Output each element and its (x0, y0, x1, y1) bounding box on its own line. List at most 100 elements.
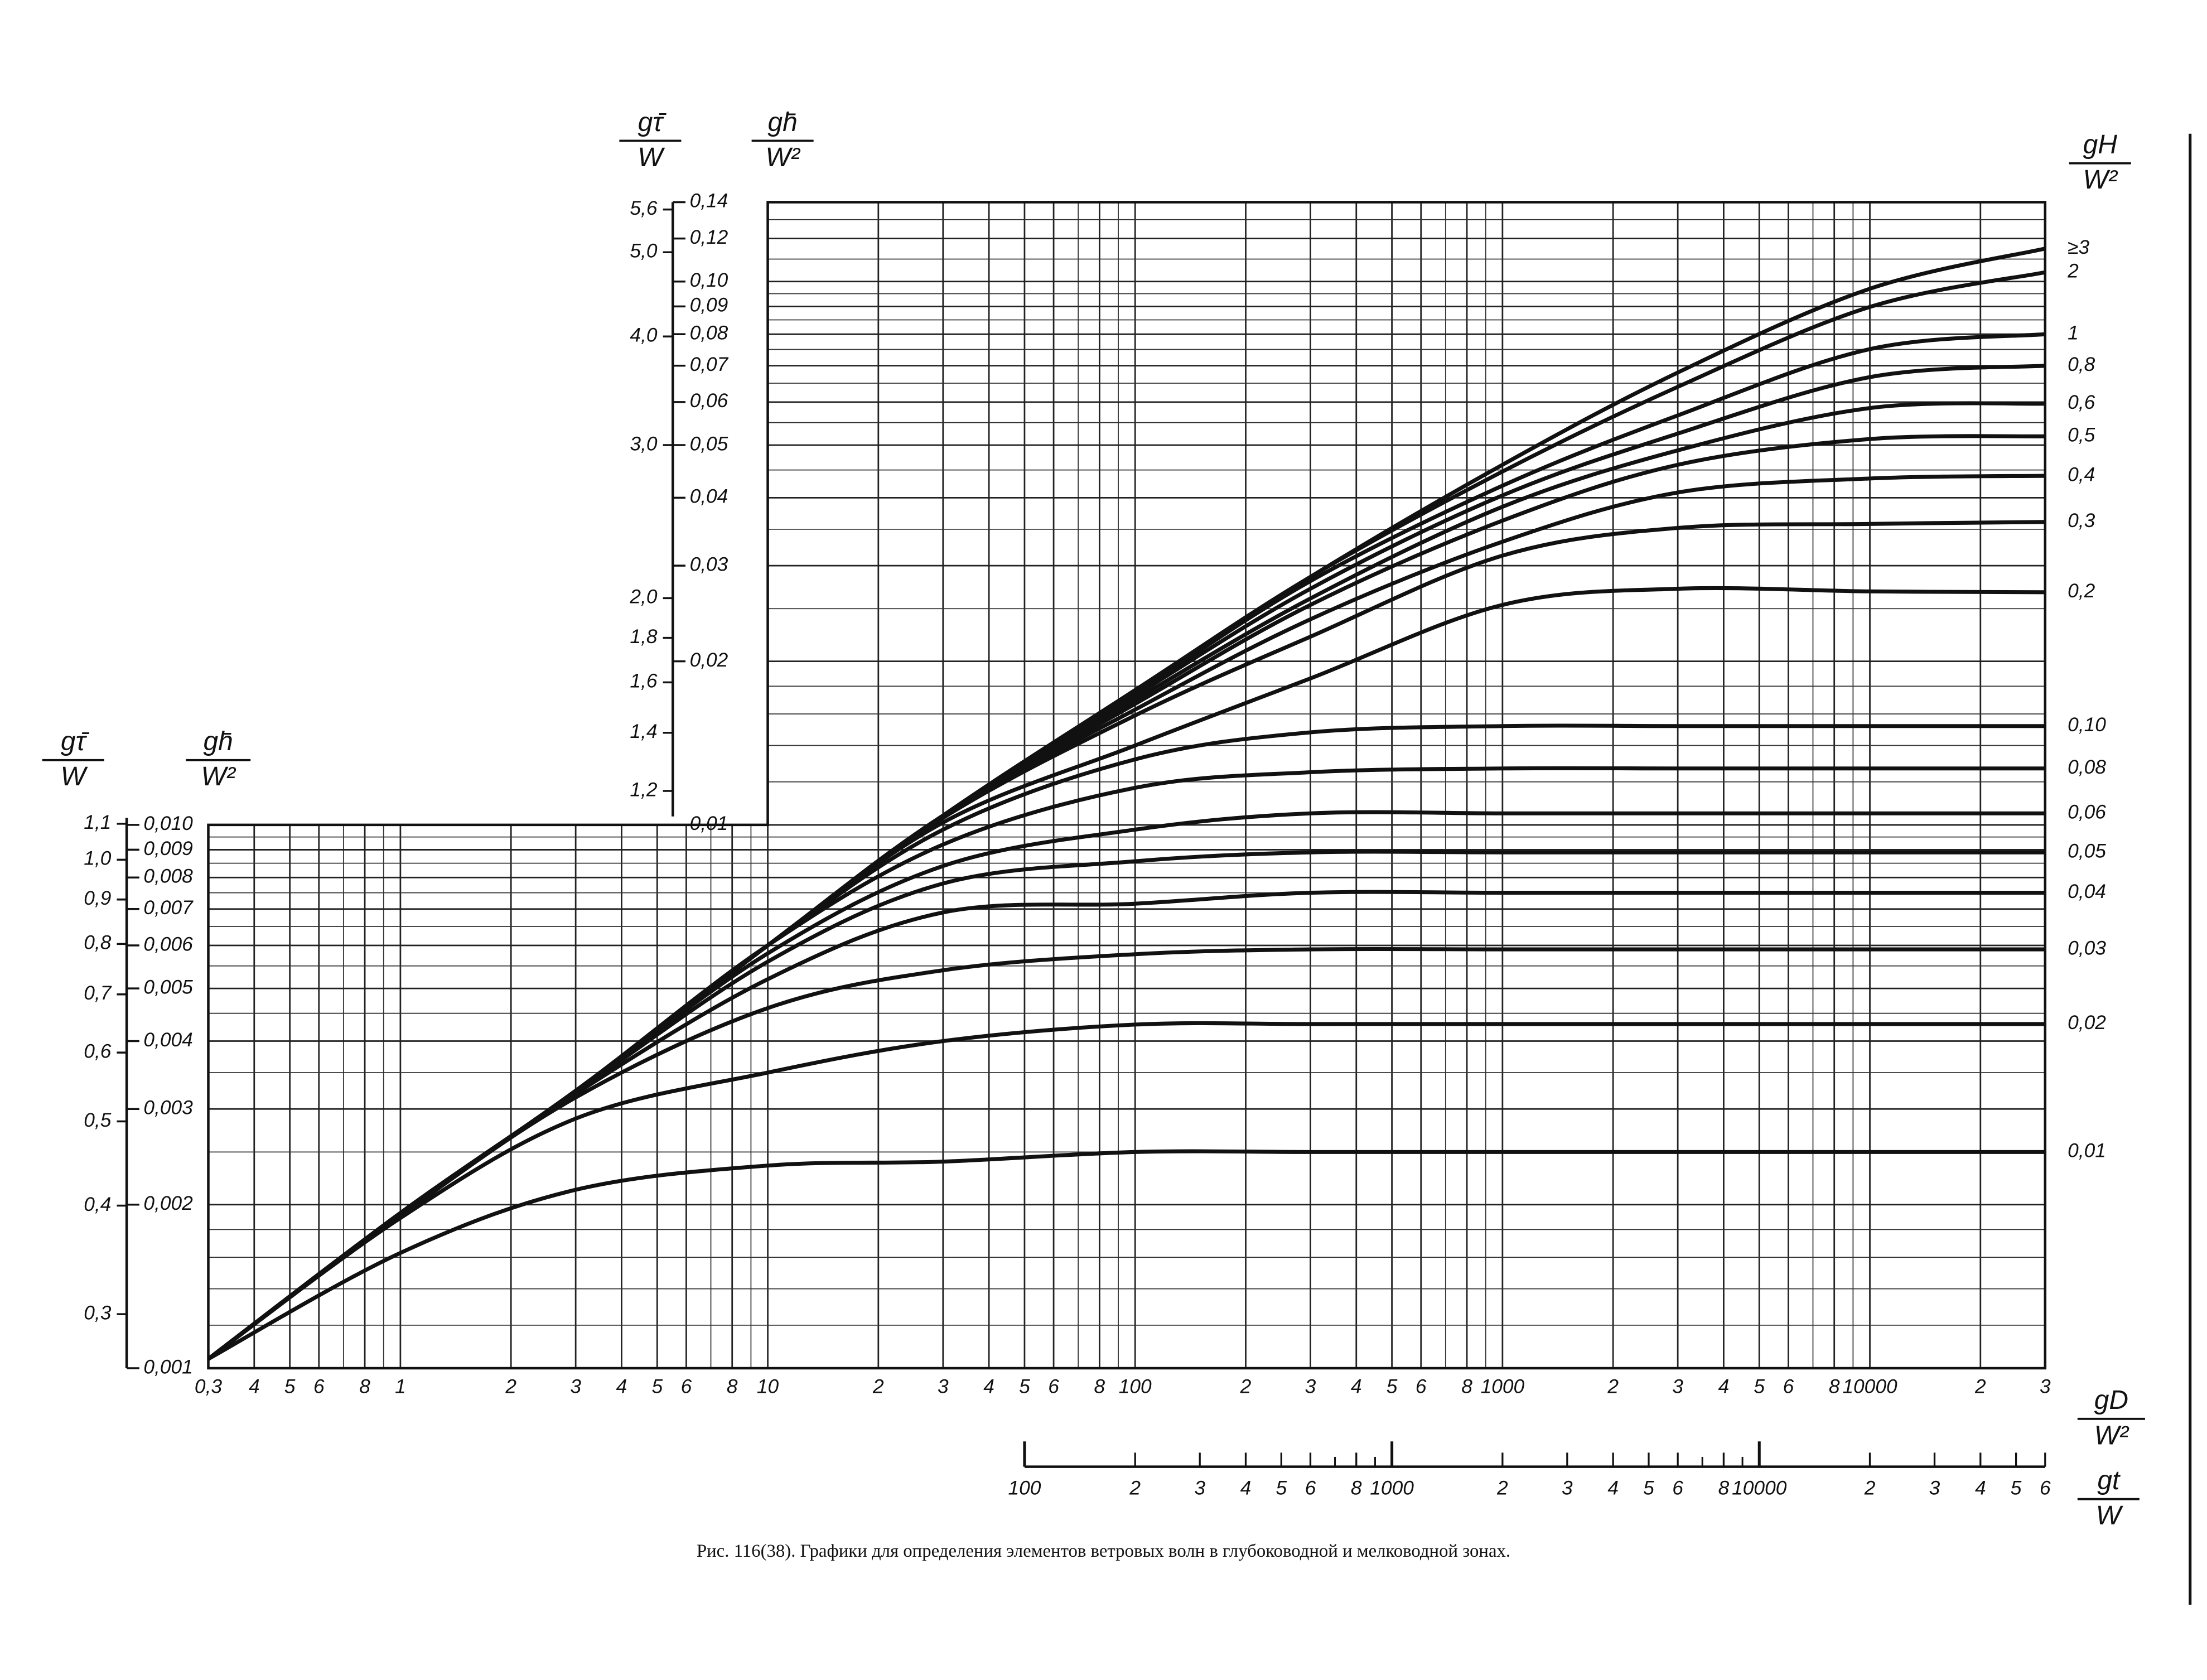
y-tick-label: 0,03 (690, 553, 728, 575)
y2-tick-label: 1,6 (630, 670, 657, 692)
curve (207, 1149, 2045, 1361)
curve-label: 0,2 (2068, 580, 2095, 602)
tau-label-lower: gτ̄ W (42, 727, 104, 791)
y2-tick-label: 1,2 (630, 779, 657, 800)
x-tick-label: 4 (983, 1376, 994, 1398)
x-tick-label: 1000 (1481, 1376, 1525, 1398)
y-tick-label: 0,07 (690, 354, 729, 375)
y-tick-label: 0,006 (143, 933, 193, 955)
x2-tick-label: 4 (1975, 1477, 1986, 1499)
x-tick-label: 2 (1974, 1376, 1986, 1398)
x-tick-label: 4 (616, 1376, 627, 1398)
x-tick-label: 6 (1783, 1376, 1794, 1398)
x-tick-label: 2 (505, 1376, 516, 1398)
curve-label: 0,5 (2068, 424, 2095, 446)
x-tick-label: 5 (1754, 1376, 1765, 1398)
x-tick-label: 2 (872, 1376, 884, 1398)
curve-label: ≥3 (2068, 236, 2089, 258)
y2-tick-label: 1,8 (630, 626, 657, 648)
x2-tick-label: 8 (1351, 1477, 1362, 1499)
y-tick-label: 0,09 (690, 295, 728, 316)
curve-label: 0,10 (2068, 714, 2106, 736)
curve (207, 1021, 2045, 1361)
x2-tick-label: 4 (1607, 1477, 1619, 1499)
curve-label: 0,08 (2068, 756, 2106, 778)
y2-tick-label: 2,0 (629, 586, 657, 608)
x2-tick-label: 1000 (1370, 1477, 1414, 1499)
y-tick-label: 0,06 (690, 390, 728, 412)
tau-label-den: W (61, 762, 89, 791)
x2-tick-label: 10000 (1732, 1477, 1787, 1499)
x-tick-label: 4 (249, 1376, 260, 1398)
y-tick-label: 0,009 (143, 838, 192, 860)
x-tick-label: 1 (395, 1376, 406, 1398)
x2-tick-label: 3 (1929, 1477, 1940, 1499)
y2-tick-label: 1,4 (630, 721, 657, 742)
x-tick-label: 10 (757, 1376, 779, 1398)
curve-label: 0,06 (2068, 802, 2106, 823)
y-tick-label: 0,08 (690, 322, 728, 344)
x2-label-den: W (2096, 1501, 2124, 1531)
x2-tick-label: 2 (1864, 1477, 1876, 1499)
x-tick-label: 8 (1461, 1376, 1472, 1398)
x2-tick-label: 5 (1276, 1477, 1287, 1499)
y2-tick-label: 4,0 (630, 325, 657, 346)
y-tick-label: 0,02 (690, 649, 728, 671)
curve-label: 0,02 (2068, 1012, 2106, 1034)
x2-tick-label: 5 (1643, 1477, 1654, 1499)
h-label-num: gh̄ (767, 108, 797, 137)
x2-tick-label: 4 (1240, 1477, 1252, 1499)
series-title-num: gH (2083, 130, 2118, 160)
tau-label-den: W (638, 143, 665, 172)
y2-tick-label: 0,7 (84, 982, 112, 1004)
x2-tick-label: 2 (1129, 1477, 1141, 1499)
y2-tick-label: 5,6 (630, 197, 657, 219)
h-label-lower: gh̄ W² (186, 727, 251, 791)
x-tick-label: 6 (1048, 1376, 1059, 1398)
x-axis-label: gD W² (2077, 1385, 2145, 1450)
y2-tick-label: 1,0 (84, 848, 111, 870)
y-tick-label: 0,007 (143, 897, 194, 919)
tau-label-num: gτ̄ (638, 108, 667, 137)
y-tick-label: 0,10 (690, 269, 728, 291)
x2-tick-label: 100 (1008, 1477, 1041, 1499)
plot-frame (207, 201, 2047, 1370)
x-tick-label: 10000 (1842, 1376, 1897, 1398)
y2-tick-label: 0,5 (84, 1109, 111, 1131)
y2-tick-label: 0,4 (84, 1194, 111, 1215)
series-title: gH W² (2069, 130, 2131, 195)
x-tick-label: 8 (1829, 1376, 1840, 1398)
x-tick-label: 5 (651, 1376, 663, 1398)
curve-label: 0,8 (2068, 354, 2095, 375)
y2-tick-label: 0,8 (84, 932, 111, 954)
x2-tick-label: 8 (1718, 1477, 1730, 1499)
x-tick-label: 4 (1351, 1376, 1362, 1398)
h-label-upper: gh̄ W² (751, 108, 814, 172)
x-tick-label: 3 (938, 1376, 949, 1398)
x-tick-label: 0,3 (195, 1376, 222, 1398)
x-tick-label: 3 (1305, 1376, 1316, 1398)
y2-tick-label: 0,6 (84, 1040, 111, 1062)
tau-label-upper: gτ̄ W (619, 108, 682, 172)
y-tick-label: 0,004 (143, 1029, 192, 1051)
y2-tick-label: 5,0 (630, 240, 657, 262)
x-tick-label: 8 (727, 1376, 738, 1398)
y2-tick-label: 3,0 (630, 433, 657, 455)
curve-label: 0,05 (2068, 841, 2106, 862)
x-tick-label: 6 (681, 1376, 692, 1398)
y-tick-label: 0,01 (690, 813, 728, 834)
h-label-den: W² (766, 143, 801, 172)
x-tick-label: 8 (1094, 1376, 1105, 1398)
y-tick-label: 0,010 (143, 813, 193, 834)
x2-tick-label: 6 (1305, 1477, 1316, 1499)
x2-tick-label: 6 (2040, 1477, 2051, 1499)
y-tick-label: 0,12 (690, 226, 728, 248)
x-tick-label: 3 (2040, 1376, 2051, 1398)
curve-label: 0,3 (2068, 510, 2095, 532)
h-label-num: gh̄ (203, 727, 233, 756)
y-tick-label: 0,14 (690, 190, 728, 212)
x-tick-label: 100 (1119, 1376, 1152, 1398)
y2-tick-label: 0,3 (84, 1302, 111, 1324)
curve-label: 0,6 (2068, 392, 2095, 413)
